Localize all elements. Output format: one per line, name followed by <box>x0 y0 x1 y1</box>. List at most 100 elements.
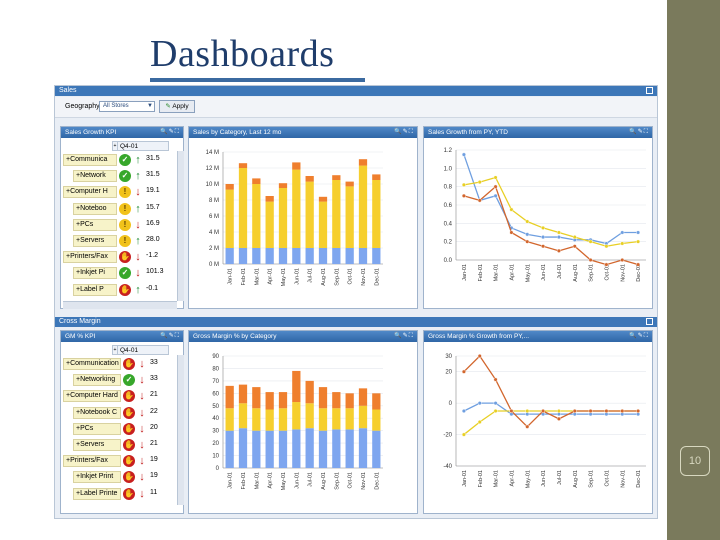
restore-icon[interactable] <box>646 87 653 94</box>
data-point[interactable] <box>477 401 482 406</box>
data-point[interactable] <box>493 175 498 180</box>
data-point[interactable] <box>604 408 609 413</box>
bar-segment[interactable] <box>292 370 301 403</box>
bar-segment[interactable] <box>332 408 341 430</box>
kpi-row[interactable]: +Noteboo! ↑ 15.7 <box>63 202 173 216</box>
bar-segment[interactable] <box>252 248 261 264</box>
bar-segment[interactable] <box>332 180 341 248</box>
bar-segment[interactable] <box>372 393 381 410</box>
panel-tools-icon[interactable]: 🔍✎⛶ <box>629 129 649 135</box>
bar-segment[interactable] <box>358 388 368 406</box>
bar-segment[interactable] <box>305 176 314 182</box>
data-point[interactable] <box>525 232 530 237</box>
data-point[interactable] <box>636 408 641 413</box>
bar-segment[interactable] <box>238 248 248 264</box>
data-point[interactable] <box>556 248 561 253</box>
bar-segment[interactable] <box>238 163 248 168</box>
data-point[interactable] <box>477 419 482 424</box>
kpi-row-name[interactable]: +Inkjet Print <box>73 471 121 484</box>
bar-segment[interactable] <box>372 174 381 180</box>
horizontal-scrollbar[interactable] <box>63 301 177 309</box>
kpi-row-name[interactable]: +Network <box>73 170 117 183</box>
kpi-row-name[interactable]: +Servers <box>73 235 117 247</box>
kpi-row-name[interactable]: +Computer Hard <box>63 390 121 403</box>
bar-segment[interactable] <box>265 409 274 431</box>
bar-segment[interactable] <box>292 402 301 430</box>
bar-segment[interactable] <box>265 430 274 468</box>
bar-segment[interactable] <box>252 387 261 409</box>
data-point[interactable] <box>493 408 498 413</box>
data-point[interactable] <box>461 408 466 413</box>
bar-segment[interactable] <box>345 429 354 468</box>
kpi-row-name[interactable]: +Communication <box>63 358 121 370</box>
data-point[interactable] <box>572 408 577 413</box>
kpi-row-name[interactable]: +Servers <box>73 439 121 451</box>
kpi-row[interactable]: +Servers ✋ ↓ 21 <box>63 438 173 452</box>
bar-segment[interactable] <box>318 408 328 431</box>
data-point[interactable] <box>541 408 546 413</box>
data-point[interactable] <box>588 239 593 244</box>
bar-segment[interactable] <box>238 403 248 429</box>
bar-segment[interactable] <box>345 186 354 248</box>
panel-tools-icon[interactable]: 🔍✎⛶ <box>160 333 180 339</box>
bar-segment[interactable] <box>358 165 368 248</box>
kpi-row-name[interactable]: +Printers/Fax <box>63 251 117 264</box>
data-point[interactable] <box>572 235 577 240</box>
bar-segment[interactable] <box>358 248 368 264</box>
kpi-row[interactable]: +PCs! ↓ 16.9 <box>63 218 173 232</box>
bar-segment[interactable] <box>265 196 274 202</box>
data-point[interactable] <box>541 244 546 249</box>
data-point[interactable] <box>620 230 625 235</box>
data-point[interactable] <box>509 230 514 235</box>
data-point[interactable] <box>525 219 530 224</box>
kpi-row[interactable]: +Networking ✓ ↓ 33 <box>63 373 173 387</box>
data-point[interactable] <box>461 369 466 374</box>
kpi-row[interactable]: +Notebook C ✋ ↓ 22 <box>63 406 173 420</box>
data-point[interactable] <box>525 239 530 244</box>
kpi-row[interactable]: +PCs ✋ ↓ 20 <box>63 422 173 436</box>
data-point[interactable] <box>588 408 593 413</box>
kpi-row[interactable]: +Computer Hard ✋ ↓ 21 <box>63 389 173 403</box>
bar-segment[interactable] <box>292 169 301 248</box>
kpi-row-name[interactable]: +Label Printe <box>73 487 121 500</box>
panel-tools-icon[interactable]: 🔍✎⛶ <box>394 333 414 339</box>
bar-segment[interactable] <box>332 429 341 468</box>
data-point[interactable] <box>636 239 641 244</box>
bar-segment[interactable] <box>252 408 261 431</box>
bar-segment[interactable] <box>318 201 328 248</box>
apply-button[interactable]: ✎ Apply <box>159 100 195 113</box>
bar-segment[interactable] <box>345 248 354 264</box>
bar-segment[interactable] <box>372 409 381 431</box>
data-point[interactable] <box>509 408 514 413</box>
bar-segment[interactable] <box>278 392 288 409</box>
kpi-row[interactable]: +Computer H! ↓ 19.1 <box>63 185 173 199</box>
kpi-row-name[interactable]: +Communica <box>63 154 117 166</box>
bar-segment[interactable] <box>278 188 288 248</box>
data-point[interactable] <box>493 401 498 406</box>
bar-segment[interactable] <box>292 248 301 264</box>
restore-icon[interactable] <box>646 318 653 325</box>
data-point[interactable] <box>477 180 482 185</box>
kpi-row-name[interactable]: +PCs <box>73 422 121 435</box>
bar-segment[interactable] <box>238 384 248 404</box>
bar-segment[interactable] <box>358 405 368 429</box>
kpi-row[interactable]: +Communication ✋ ↓ 33 <box>63 357 173 371</box>
vertical-scrollbar[interactable] <box>177 355 184 505</box>
bar-segment[interactable] <box>238 428 248 468</box>
bar-segment[interactable] <box>292 162 301 170</box>
bar-segment[interactable] <box>318 387 328 409</box>
kpi-row-name[interactable]: +Printers/Fax <box>63 455 121 468</box>
bar-segment[interactable] <box>345 181 354 187</box>
kpi-row[interactable]: +Printers/Fax ✋ ↓ -1.2 <box>63 250 173 264</box>
bar-segment[interactable] <box>358 428 368 468</box>
bar-segment[interactable] <box>305 181 314 248</box>
panel-tools-icon[interactable]: 🔍✎⛶ <box>629 333 649 339</box>
bar-segment[interactable] <box>292 429 301 468</box>
bar-segment[interactable] <box>252 430 261 468</box>
bar-segment[interactable] <box>345 393 354 409</box>
data-point[interactable] <box>604 244 609 249</box>
bar-segment[interactable] <box>318 248 328 264</box>
bar-segment[interactable] <box>252 178 261 184</box>
data-point[interactable] <box>541 225 546 230</box>
bar-segment[interactable] <box>345 408 354 430</box>
